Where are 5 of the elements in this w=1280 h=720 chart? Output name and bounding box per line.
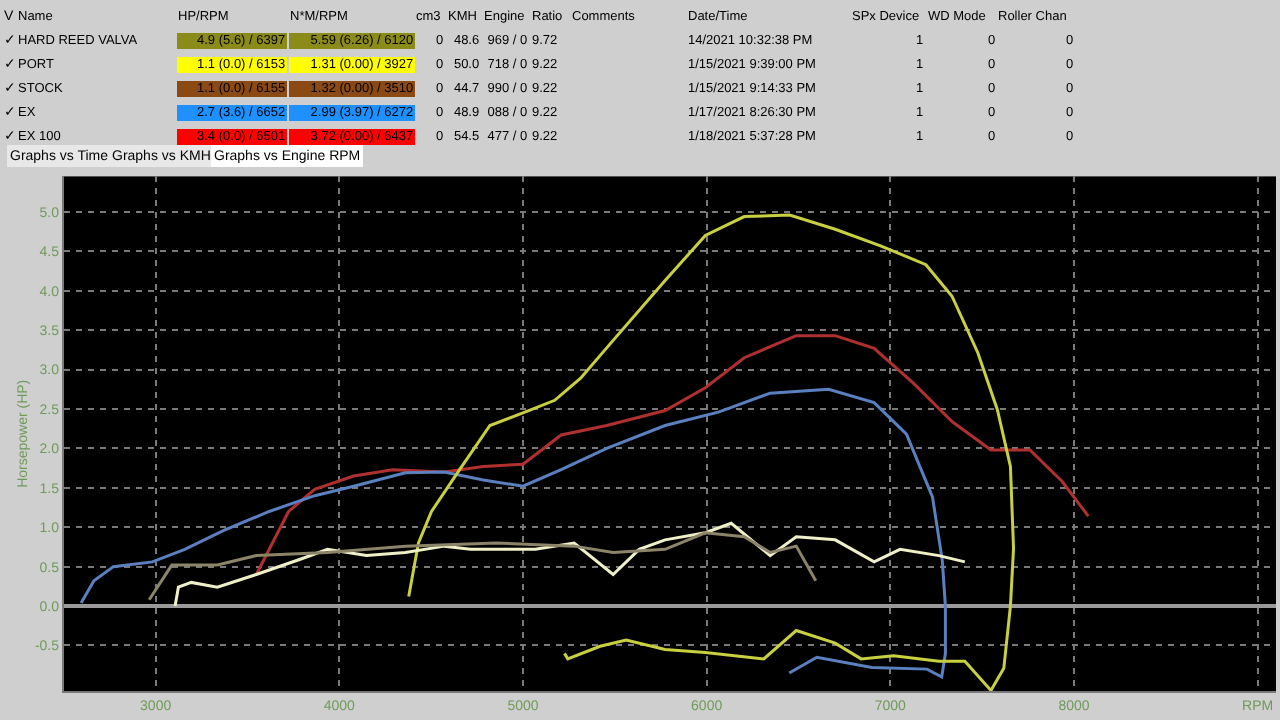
line-series xyxy=(407,213,1016,692)
line-series xyxy=(254,334,1090,577)
line-series xyxy=(173,521,967,608)
line-series xyxy=(79,387,947,679)
line-series xyxy=(147,531,818,602)
